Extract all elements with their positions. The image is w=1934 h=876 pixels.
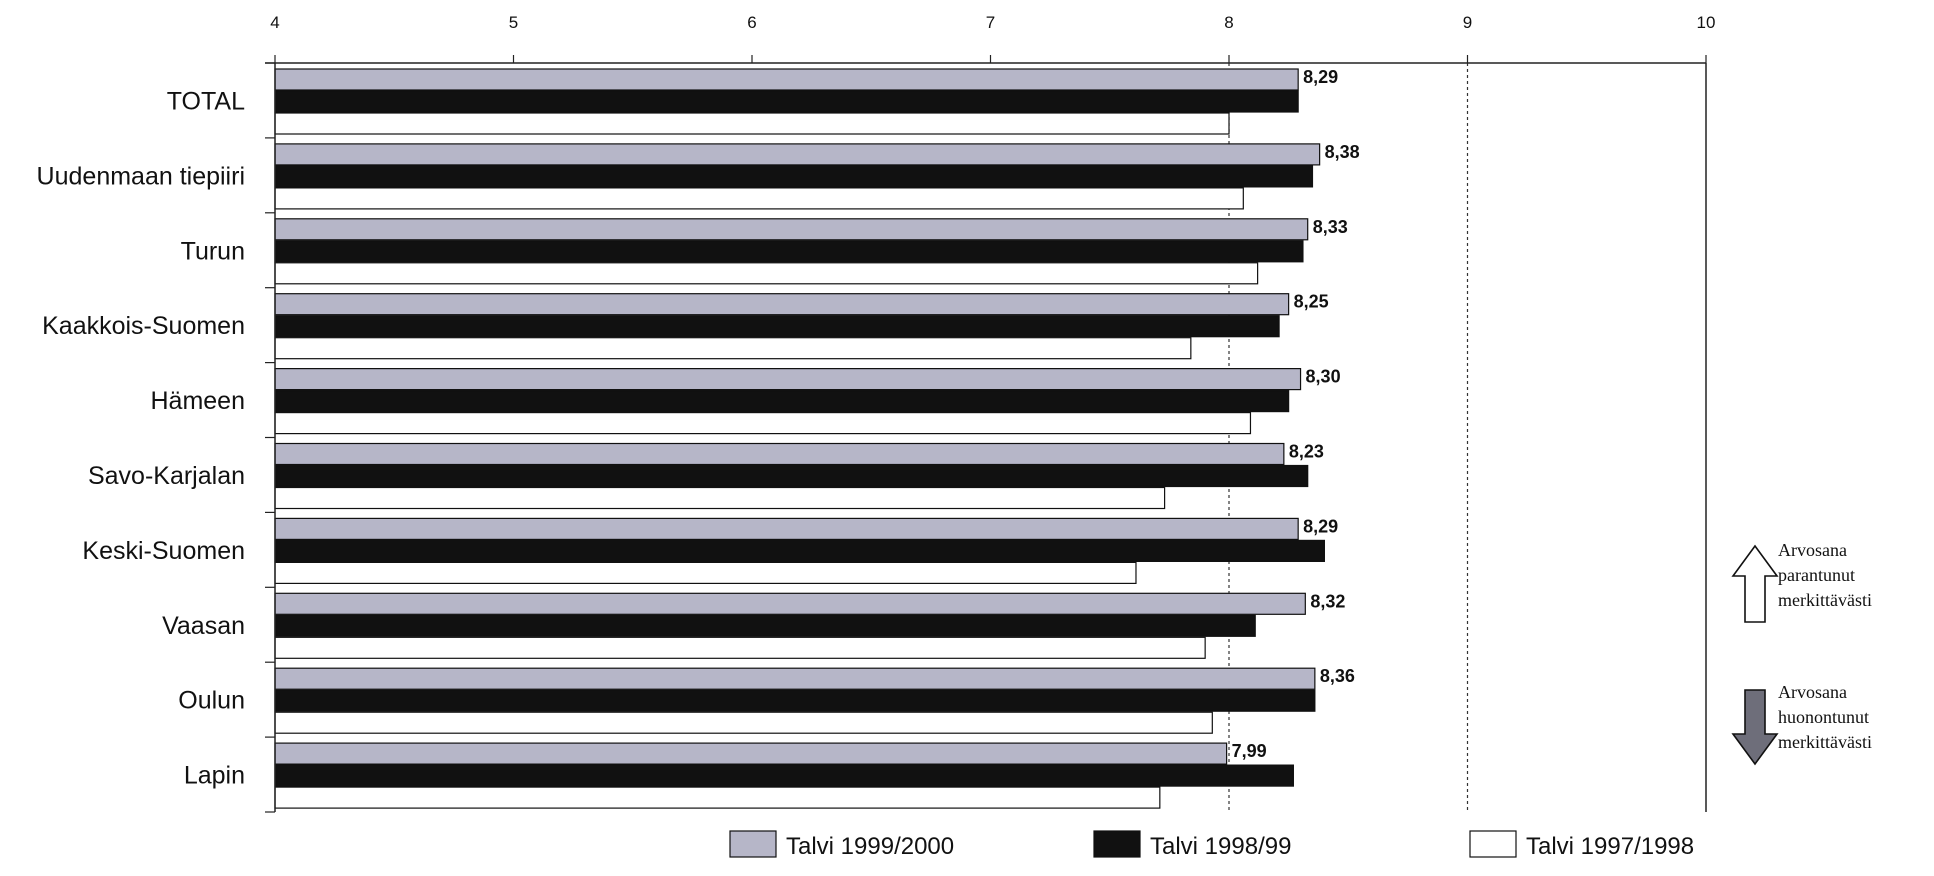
down-arrow-icon bbox=[1731, 689, 1779, 766]
note-text: huonontunut bbox=[1778, 707, 1869, 727]
bar bbox=[274, 293, 1290, 316]
data-label: 8,29 bbox=[1303, 67, 1338, 87]
bar bbox=[274, 539, 1326, 563]
labels-layer: TOTAL 8,29 Uudenmaan tiepiiri 8,38 Turun 8,33… bbox=[37, 67, 1360, 790]
bar bbox=[274, 165, 1314, 188]
bar bbox=[274, 315, 1280, 338]
bar bbox=[274, 240, 1304, 263]
bar bbox=[274, 262, 1259, 285]
category-label: Savo-Karjalan bbox=[88, 462, 245, 490]
note-text: parantunut bbox=[1778, 565, 1855, 585]
bar bbox=[274, 368, 1302, 391]
bar bbox=[274, 218, 1309, 241]
data-label: 8,23 bbox=[1289, 442, 1324, 462]
category-label: Uudenmaan tiepiiri bbox=[37, 162, 245, 190]
bar bbox=[274, 689, 1316, 712]
bar bbox=[274, 337, 1192, 360]
bar bbox=[274, 464, 1309, 488]
category-label: Oulun bbox=[178, 687, 245, 715]
data-label: 8,36 bbox=[1320, 666, 1355, 686]
category-label: Keski-Suomen bbox=[82, 537, 245, 565]
x-tick-label: 7 bbox=[986, 13, 995, 32]
legend-label: Talvi 1998/99 bbox=[1150, 833, 1291, 860]
note-text: Arvosana bbox=[1778, 682, 1847, 702]
legend: Talvi 1999/2000 Talvi 1998/99 Talvi 1997/1… bbox=[729, 830, 1694, 860]
significance-notes: Arvosana parantunut merkittävästi Arvosana h… bbox=[1731, 540, 1872, 766]
category-label: Turun bbox=[181, 237, 245, 265]
bar bbox=[274, 90, 1299, 113]
x-tick-label: 9 bbox=[1463, 13, 1472, 32]
data-label: 8,32 bbox=[1310, 591, 1345, 611]
note-text: Arvosana bbox=[1778, 540, 1847, 560]
x-tick-label: 8 bbox=[1224, 13, 1233, 32]
data-label: 8,30 bbox=[1306, 367, 1341, 387]
bars-layer bbox=[274, 68, 1326, 809]
bar bbox=[274, 636, 1206, 659]
bar bbox=[274, 711, 1213, 734]
bar bbox=[274, 786, 1161, 809]
bar bbox=[274, 442, 1285, 466]
bar bbox=[274, 561, 1137, 585]
bar bbox=[274, 486, 1166, 510]
legend-swatch bbox=[729, 830, 777, 858]
x-tick-label: 10 bbox=[1697, 13, 1716, 32]
x-tick-label: 4 bbox=[270, 13, 279, 32]
data-label: 8,29 bbox=[1303, 516, 1338, 536]
bar bbox=[274, 143, 1321, 166]
bar bbox=[274, 112, 1230, 135]
category-label: Vaasan bbox=[162, 612, 245, 640]
bar bbox=[274, 390, 1290, 413]
category-label: Hämeen bbox=[151, 387, 246, 415]
bar bbox=[274, 68, 1299, 91]
axis-layer: 4 5 6 7 8 9 10 bbox=[265, 13, 1716, 813]
note-text: merkittävästi bbox=[1778, 590, 1872, 610]
legend-label: Talvi 1999/2000 bbox=[786, 833, 954, 860]
data-label: 8,25 bbox=[1294, 292, 1329, 312]
data-label: 8,33 bbox=[1313, 217, 1348, 237]
bar bbox=[274, 412, 1252, 435]
bar bbox=[274, 764, 1294, 787]
bar bbox=[274, 187, 1244, 210]
data-label: 7,99 bbox=[1232, 741, 1267, 761]
bar bbox=[274, 614, 1256, 637]
bar bbox=[274, 592, 1306, 615]
data-label: 8,38 bbox=[1325, 142, 1360, 162]
bar bbox=[274, 667, 1316, 690]
x-tick-label: 6 bbox=[747, 13, 756, 32]
x-tick-label: 5 bbox=[509, 13, 518, 32]
legend-label: Talvi 1997/1998 bbox=[1526, 833, 1694, 860]
up-arrow-icon bbox=[1731, 544, 1779, 623]
legend-swatch bbox=[1469, 830, 1517, 858]
note-text: merkittävästi bbox=[1778, 732, 1872, 752]
bar bbox=[274, 742, 1228, 765]
category-label: Kaakkois-Suomen bbox=[42, 312, 245, 340]
legend-swatch bbox=[1093, 830, 1141, 858]
bar bbox=[274, 517, 1299, 541]
category-label: TOTAL bbox=[167, 87, 245, 115]
category-label: Lapin bbox=[184, 762, 245, 790]
